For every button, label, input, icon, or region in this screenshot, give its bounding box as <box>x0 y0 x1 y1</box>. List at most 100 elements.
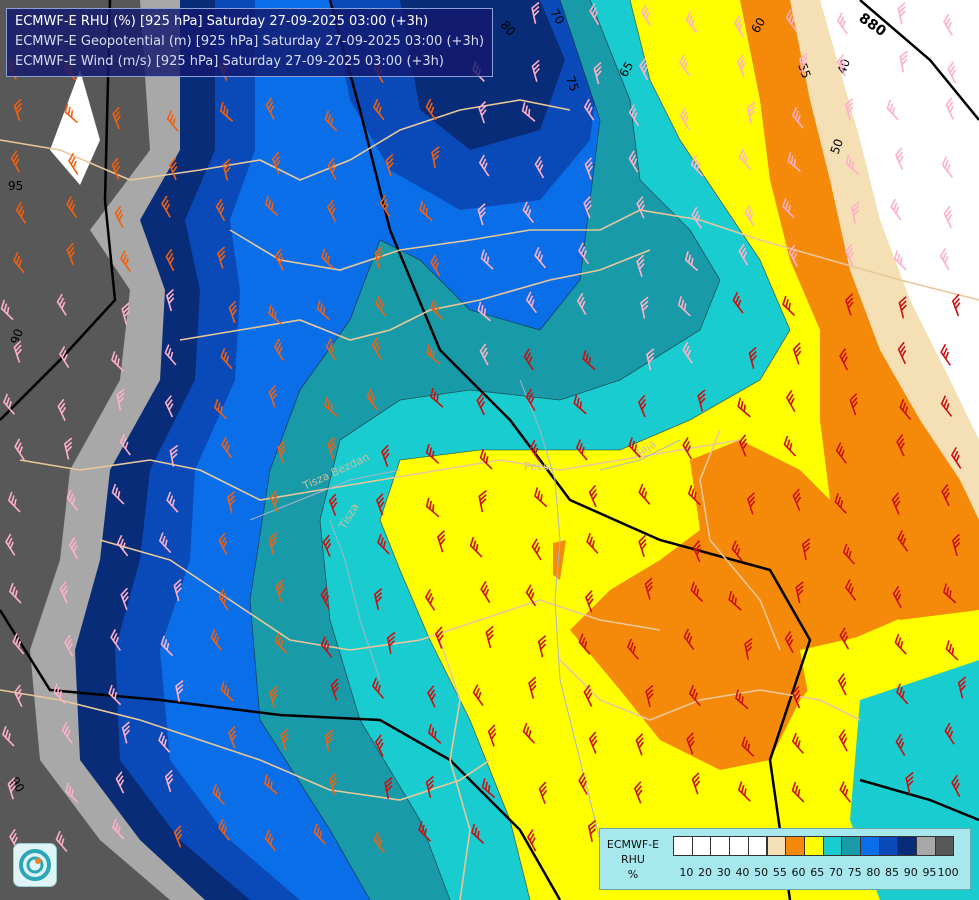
wind-barb <box>638 483 651 505</box>
contour-label: 65 <box>616 59 636 79</box>
wind-barb <box>782 197 795 219</box>
river-lines <box>249 379 681 841</box>
wind-barb <box>896 434 905 457</box>
wind-barb <box>427 685 436 708</box>
wind-barb <box>385 153 394 177</box>
wind-barb <box>165 248 175 272</box>
wind-barb <box>685 11 698 33</box>
wind-barb <box>480 580 491 604</box>
contour-label: 70 <box>547 7 567 27</box>
wind-barb <box>161 195 171 218</box>
wind-barb <box>418 821 432 842</box>
wind-barb <box>1 725 15 747</box>
wind-barb <box>583 98 595 121</box>
wind-barb <box>477 203 486 226</box>
wind-barb <box>366 388 378 411</box>
wind-barb <box>59 581 69 604</box>
wind-barb <box>160 635 174 657</box>
wind-barb <box>264 829 277 852</box>
rh-65-lower-right <box>800 610 979 760</box>
wind-barb <box>10 150 20 173</box>
wind-barb <box>158 731 171 753</box>
wind-barb <box>635 733 645 756</box>
wind-barb <box>645 684 654 708</box>
wind-barb <box>788 244 798 267</box>
wind-barb <box>573 394 587 415</box>
rh-low-area <box>820 0 979 440</box>
wind-barb <box>787 152 801 173</box>
wind-barb <box>68 152 79 175</box>
wind-barb <box>945 97 955 120</box>
wind-barb <box>375 493 385 516</box>
wind-barb <box>521 102 536 122</box>
wind-barb <box>437 530 446 553</box>
wind-barb <box>537 635 547 658</box>
wind-barb <box>892 585 902 609</box>
wind-barb <box>55 830 68 853</box>
wind-barb <box>896 683 909 705</box>
wind-barb <box>316 299 330 321</box>
wind-barb <box>531 538 542 561</box>
legend-swatch <box>691 836 712 856</box>
wind-barb <box>683 628 695 651</box>
wind-barb <box>578 772 588 795</box>
wind-barb <box>583 196 592 219</box>
wind-barb <box>228 300 238 324</box>
wind-barb <box>738 243 749 266</box>
wind-barb <box>228 726 237 749</box>
wind-barb <box>534 156 545 179</box>
wind-barb <box>526 829 537 852</box>
wind-barb <box>164 344 177 366</box>
wind-barb <box>899 398 912 421</box>
wind-barb <box>169 444 179 467</box>
wind-barb <box>638 534 647 558</box>
wind-barb <box>728 590 742 611</box>
wind-barb <box>275 579 284 602</box>
wind-barb <box>782 295 796 317</box>
legend-swatch <box>860 836 880 856</box>
place-label: Pécs <box>524 460 549 473</box>
wind-barb <box>940 343 951 366</box>
wind-barb <box>838 729 848 752</box>
rh-contour-lines <box>249 0 791 900</box>
legend-swatch <box>916 836 936 856</box>
wind-barb <box>115 771 125 794</box>
wind-barb <box>66 196 78 218</box>
wind-barb <box>792 342 802 365</box>
wind-barb <box>427 724 442 745</box>
wind-barb <box>523 348 534 371</box>
wind-barb <box>218 588 229 611</box>
wind-barb <box>845 98 854 121</box>
legend-swatch <box>673 836 693 856</box>
wind-barb <box>746 492 756 515</box>
wind-barb <box>477 301 492 322</box>
wind-barb <box>424 588 436 611</box>
wind-barb <box>476 392 486 416</box>
wind-barb <box>584 157 594 180</box>
wind-barb <box>886 99 899 121</box>
wind-barb <box>588 731 598 754</box>
wind-barb <box>426 344 440 365</box>
wind-barb <box>835 442 847 464</box>
wind-barb <box>849 393 858 416</box>
wind-barb <box>372 98 385 121</box>
legend-tick: 70 <box>828 866 843 879</box>
wind-barb <box>791 732 805 754</box>
wind-barb <box>7 777 16 800</box>
wind-barb <box>327 437 336 460</box>
wind-barb <box>430 299 443 320</box>
wind-barb <box>218 819 230 841</box>
wind-barb <box>164 395 174 418</box>
legend-tick: 10 <box>679 866 694 879</box>
wind-barb <box>274 632 287 654</box>
wind-barb <box>578 633 591 655</box>
wind-barb <box>269 490 279 513</box>
wind-barb <box>531 1 540 24</box>
wind-barb <box>785 9 797 32</box>
contour-label: 60 <box>748 15 768 35</box>
wind-barb <box>679 54 690 76</box>
legend-swatch <box>803 836 824 856</box>
wind-barb <box>220 681 234 702</box>
wind-barb <box>893 250 907 271</box>
wind-barb <box>575 439 588 461</box>
